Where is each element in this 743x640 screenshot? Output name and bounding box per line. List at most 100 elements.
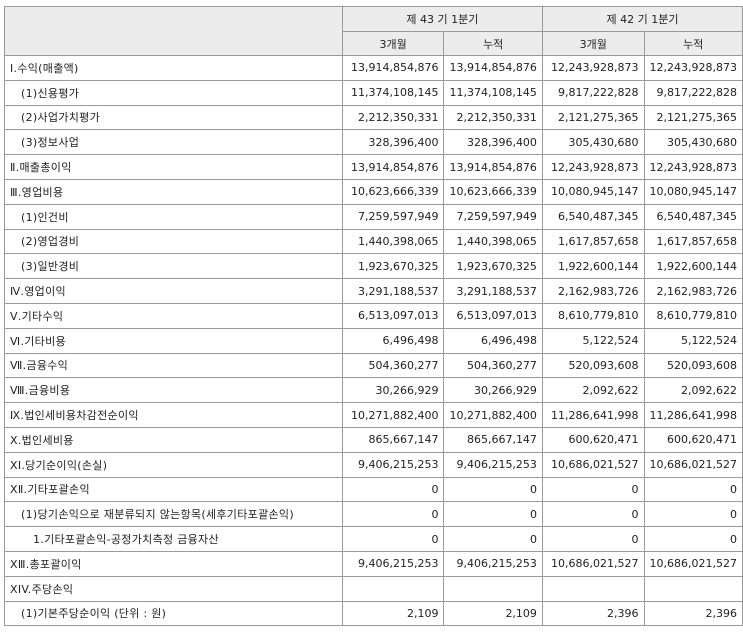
table-row: Ⅷ.금융비용 30,266,929 30,266,929 2,092,622 2,092… (4, 377, 743, 404)
current-3-months-cell: 2,109 (341, 600, 445, 627)
highlighted-value-cell: 13,914,854,876 (341, 55, 445, 81)
current-3-months-cell: 9,406,215,253 (341, 550, 445, 577)
prior-3-months-cell: 11,286,641,998 (541, 402, 645, 428)
row-label: (3)일반경비 (4, 253, 343, 280)
table-row: Ⅱ.매출총이익 13,914,854,876 13,914,854,876 12,24… (4, 154, 743, 180)
current-3-months-header: 3개월 (341, 31, 445, 56)
row-label: Ⅹ.법인세비용 (4, 426, 343, 453)
prior-cumulative-cell: 0 (643, 501, 743, 528)
current-3-months-cell: 2,212,350,331 (341, 104, 445, 131)
item-column-header (4, 6, 343, 56)
current-cumulative-cell: 9,406,215,253 (443, 451, 543, 478)
table-row: Ⅶ.금융수익 504,360,277 504,360,277 520,093,608 5… (4, 352, 743, 379)
table-row: Ⅵ.기타비용 6,496,498 6,496,498 5,122,524 5,122,5… (4, 327, 743, 354)
prior-3-months-cell: 520,093,608 (541, 352, 645, 379)
table-row: XⅡ.기타포괄손익 0 0 0 0 (4, 476, 743, 503)
row-label: 1.기타포괄손익-공정가치측정 금융자산 (4, 526, 343, 552)
prior-cumulative-cell (643, 575, 743, 602)
prior-3-months-cell: 6,540,487,345 (541, 203, 645, 230)
table-row: (3)정보사업 328,396,400 328,396,400 305,430,680… (4, 129, 743, 156)
prior-3-months-cell: 600,620,471 (541, 426, 645, 453)
current-cumulative-cell: 2,212,350,331 (443, 104, 543, 131)
table-body: Ⅰ.수익(매출액) 13,914,854,876 13,914,854,876 12,… (4, 55, 743, 627)
current-3-months-cell: 10,623,666,339 (341, 178, 445, 205)
current-cumulative-cell: 6,496,498 (443, 327, 543, 354)
prior-cumulative-cell: 520,093,608 (643, 352, 743, 379)
table-row: (2)사업가치평가 2,212,350,331 2,212,350,331 2,121… (4, 104, 743, 131)
prior-3-months-cell: 0 (541, 501, 645, 528)
current-cumulative-cell: 0 (443, 526, 543, 552)
prior-cumulative-cell: 12,243,928,873 (643, 55, 743, 81)
row-label: (1)당기손익으로 재분류되지 않는항목(세후기타포괄손익) (4, 501, 343, 528)
prior-cumulative-cell: 9,817,222,828 (643, 79, 743, 106)
prior-cumulative-cell: 10,686,021,527 (643, 451, 743, 478)
financial-statement: 제 43 기 1분기 제 42 기 1분기 3개월 누적 3개월 누적 Ⅰ.수익… (4, 6, 743, 627)
row-label: Ⅴ.기타수익 (4, 302, 343, 329)
table-row: Ⅸ.법인세비용차감전순이익 10,271,882,400 10,271,882,40… (4, 402, 743, 428)
prior-cumulative-cell: 8,610,779,810 (643, 302, 743, 329)
prior-3-months-cell: 0 (541, 526, 645, 552)
prior-3-months-cell: 2,121,275,365 (541, 104, 645, 131)
income-statement-table: 제 43 기 1분기 제 42 기 1분기 3개월 누적 3개월 누적 Ⅰ.수익… (4, 6, 743, 627)
prior-3-months-cell: 1,617,857,658 (541, 228, 645, 255)
prior-cumulative-cell: 0 (643, 476, 743, 503)
row-label: Ⅷ.금융비용 (4, 377, 343, 404)
current-cumulative-cell: 6,513,097,013 (443, 302, 543, 329)
prior-cumulative-cell: 0 (643, 526, 743, 552)
table-row: Ⅴ.기타수익 6,513,097,013 6,513,097,013 8,610,77… (4, 302, 743, 329)
current-cumulative-cell: 10,623,666,339 (443, 178, 543, 205)
table-row: (1)신용평가 11,374,108,145 11,374,108,145 9,817… (4, 79, 743, 106)
row-label: (1)기본주당순이익 (단위 : 원) (4, 600, 343, 627)
current-3-months-cell: 10,271,882,400 (341, 402, 445, 428)
current-3-months-cell: 0 (341, 476, 445, 503)
prior-cumulative-cell: 305,430,680 (643, 129, 743, 156)
prior-3-months-cell: 1,922,600,144 (541, 253, 645, 280)
prior-cumulative-cell: 6,540,487,345 (643, 203, 743, 230)
prior-3-months-cell: 0 (541, 476, 645, 503)
current-cumulative-cell: 0 (443, 476, 543, 503)
current-cumulative-cell: 7,259,597,949 (443, 203, 543, 230)
prior-3-months-header: 3개월 (541, 31, 645, 56)
current-3-months-cell: 865,667,147 (341, 426, 445, 453)
current-3-months-cell: 1,440,398,065 (341, 228, 445, 255)
prior-3-months-cell: 5,122,524 (541, 327, 645, 354)
table-row: Ⅰ.수익(매출액) 13,914,854,876 13,914,854,876 12,… (4, 55, 743, 81)
prior-cumulative-cell: 2,092,622 (643, 377, 743, 404)
prior-period-header: 제 42 기 1분기 (541, 6, 743, 32)
prior-3-months-cell (541, 575, 645, 602)
row-label: Ⅳ.영업이익 (4, 278, 343, 304)
current-cumulative-cell: 13,914,854,876 (443, 55, 543, 81)
prior-cumulative-cell: 1,922,600,144 (643, 253, 743, 280)
row-label: Ⅸ.법인세비용차감전순이익 (4, 402, 343, 428)
prior-3-months-cell: 2,396 (541, 600, 645, 627)
prior-3-months-cell: 12,243,928,873 (541, 154, 645, 180)
row-label: XIV.주당손익 (4, 575, 343, 602)
prior-cumulative-cell: 11,286,641,998 (643, 402, 743, 428)
current-3-months-cell: 9,406,215,253 (341, 451, 445, 478)
current-3-months-cell: 30,266,929 (341, 377, 445, 404)
table-row: (1)인건비 7,259,597,949 7,259,597,949 6,540,48… (4, 203, 743, 230)
prior-cumulative-cell: 2,121,275,365 (643, 104, 743, 131)
row-label: Ⅲ.영업비용 (4, 178, 343, 205)
prior-3-months-cell: 12,243,928,873 (541, 55, 645, 81)
current-cumulative-cell: 11,374,108,145 (443, 79, 543, 106)
current-cumulative-cell: 30,266,929 (443, 377, 543, 404)
prior-cumulative-cell: 5,122,524 (643, 327, 743, 354)
current-3-months-cell: 11,374,108,145 (341, 79, 445, 106)
table-row: Ⅳ.영업이익 3,291,188,537 3,291,188,537 2,162,98… (4, 278, 743, 304)
table-row: XI.당기순이익(손실) 9,406,215,253 9,406,215,253 10… (4, 451, 743, 478)
current-cumulative-header: 누적 (443, 31, 543, 56)
current-cumulative-cell: 9,406,215,253 (443, 550, 543, 577)
table-header: 제 43 기 1분기 제 42 기 1분기 3개월 누적 3개월 누적 (4, 6, 743, 56)
prior-3-months-cell: 305,430,680 (541, 129, 645, 156)
row-label: (1)신용평가 (4, 79, 343, 106)
table-row: (1)기본주당순이익 (단위 : 원) 2,109 2,109 2,396 2,396 (4, 600, 743, 627)
prior-3-months-cell: 10,686,021,527 (541, 550, 645, 577)
prior-cumulative-cell: 12,243,928,873 (643, 154, 743, 180)
current-3-months-cell (341, 575, 445, 602)
current-cumulative-cell: 0 (443, 501, 543, 528)
table-row: XIV.주당손익 (4, 575, 743, 602)
current-cumulative-cell: 2,109 (443, 600, 543, 627)
prior-cumulative-header: 누적 (643, 31, 743, 56)
table-row: Ⅹ.법인세비용 865,667,147 865,667,147 600,620,471… (4, 426, 743, 453)
